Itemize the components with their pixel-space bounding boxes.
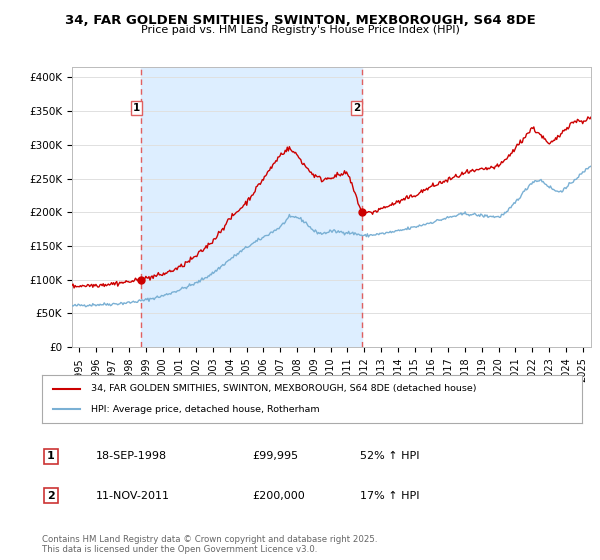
Text: 34, FAR GOLDEN SMITHIES, SWINTON, MEXBOROUGH, S64 8DE (detached house): 34, FAR GOLDEN SMITHIES, SWINTON, MEXBOR… — [91, 384, 476, 393]
Text: 52% ↑ HPI: 52% ↑ HPI — [360, 451, 419, 461]
Text: 11-NOV-2011: 11-NOV-2011 — [96, 491, 170, 501]
Bar — [141, 67, 362, 347]
Text: 1: 1 — [47, 451, 55, 461]
Text: Price paid vs. HM Land Registry's House Price Index (HPI): Price paid vs. HM Land Registry's House … — [140, 25, 460, 35]
Text: 2: 2 — [47, 491, 55, 501]
Text: 17% ↑ HPI: 17% ↑ HPI — [360, 491, 419, 501]
Text: £200,000: £200,000 — [252, 491, 305, 501]
Text: £99,995: £99,995 — [252, 451, 298, 461]
Text: 2: 2 — [353, 102, 361, 113]
Text: HPI: Average price, detached house, Rotherham: HPI: Average price, detached house, Roth… — [91, 405, 319, 414]
Text: Contains HM Land Registry data © Crown copyright and database right 2025.
This d: Contains HM Land Registry data © Crown c… — [42, 535, 377, 554]
Text: 34, FAR GOLDEN SMITHIES, SWINTON, MEXBOROUGH, S64 8DE: 34, FAR GOLDEN SMITHIES, SWINTON, MEXBOR… — [65, 14, 535, 27]
Text: 1: 1 — [133, 102, 140, 113]
Text: 18-SEP-1998: 18-SEP-1998 — [96, 451, 167, 461]
